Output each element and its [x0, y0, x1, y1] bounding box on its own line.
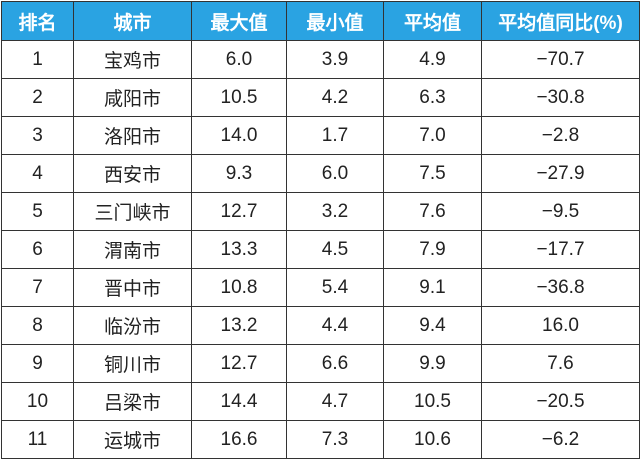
- table-cell: 5: [1, 192, 74, 231]
- table-row: 7 晋中市 10.8 5.4 9.1 −36.8: [1, 268, 640, 307]
- table-cell: −6.2: [481, 420, 640, 459]
- table-cell: 6.6: [286, 344, 384, 383]
- table-cell: 14.0: [191, 116, 287, 155]
- table-cell: 6.0: [191, 40, 287, 79]
- table-row: 8 临汾市 13.2 4.4 9.4 16.0: [1, 306, 640, 345]
- table-cell: −20.5: [481, 382, 640, 421]
- table-cell: 6.3: [383, 78, 482, 117]
- table-cell: 7.9: [383, 230, 482, 269]
- table-cell: 4: [1, 154, 74, 193]
- table-cell: 7.3: [286, 420, 384, 459]
- table-cell: −27.9: [481, 154, 640, 193]
- table-row: 3 洛阳市 14.0 1.7 7.0 −2.8: [1, 116, 640, 155]
- table-cell: 7.0: [383, 116, 482, 155]
- table-cell: 11: [1, 420, 74, 459]
- table-cell: 3: [1, 116, 74, 155]
- table-cell: 1: [1, 40, 74, 79]
- table-body: 1 宝鸡市 6.0 3.9 4.9 −70.7 2 咸阳市 10.5 4.2 6.3 −30.8 3 洛阳…: [1, 40, 640, 459]
- table-cell: 临汾市: [73, 306, 192, 345]
- table-cell: 7.5: [383, 154, 482, 193]
- table-row: 4 西安市 9.3 6.0 7.5 −27.9: [1, 154, 640, 193]
- table-cell: 14.4: [191, 382, 287, 421]
- header-cell: 平均值同比(%): [481, 1, 640, 41]
- header-cell: 最大值: [191, 1, 287, 41]
- table-cell: 9.9: [383, 344, 482, 383]
- table-cell: 16.6: [191, 420, 287, 459]
- table-cell: 2: [1, 78, 74, 117]
- table-cell: 9.3: [191, 154, 287, 193]
- table-cell: 3.2: [286, 192, 384, 231]
- header-row: 排名 城市 最大值 最小值 平均值 平均值同比(%): [1, 1, 640, 41]
- table-cell: 4.9: [383, 40, 482, 79]
- table-cell: −30.8: [481, 78, 640, 117]
- table-cell: 3.9: [286, 40, 384, 79]
- table-cell: −70.7: [481, 40, 640, 79]
- table-cell: 渭南市: [73, 230, 192, 269]
- table-cell: 13.3: [191, 230, 287, 269]
- table-row: 6 渭南市 13.3 4.5 7.9 −17.7: [1, 230, 640, 269]
- table-cell: 12.7: [191, 344, 287, 383]
- table-cell: 晋中市: [73, 268, 192, 307]
- table-cell: 宝鸡市: [73, 40, 192, 79]
- table-row: 5 三门峡市 12.7 3.2 7.6 −9.5: [1, 192, 640, 231]
- table-cell: −2.8: [481, 116, 640, 155]
- table-cell: 咸阳市: [73, 78, 192, 117]
- table-cell: 西安市: [73, 154, 192, 193]
- table-cell: −36.8: [481, 268, 640, 307]
- table-cell: −9.5: [481, 192, 640, 231]
- table-cell: 12.7: [191, 192, 287, 231]
- table-cell: 5.4: [286, 268, 384, 307]
- table-cell: 4.4: [286, 306, 384, 345]
- header-cell: 最小值: [286, 1, 384, 41]
- header-cell: 城市: [73, 1, 192, 41]
- table-cell: 运城市: [73, 420, 192, 459]
- table-cell: 13.2: [191, 306, 287, 345]
- table-cell: 7.6: [481, 344, 640, 383]
- header-cell: 平均值: [383, 1, 482, 41]
- table-row: 9 铜川市 12.7 6.6 9.9 7.6: [1, 344, 640, 383]
- table-cell: 1.7: [286, 116, 384, 155]
- table-cell: 三门峡市: [73, 192, 192, 231]
- table-cell: 10.5: [383, 382, 482, 421]
- table-row: 10 吕梁市 14.4 4.7 10.5 −20.5: [1, 382, 640, 421]
- table-cell: 6: [1, 230, 74, 269]
- table-cell: 4.2: [286, 78, 384, 117]
- table-cell: 7: [1, 268, 74, 307]
- table-cell: 8: [1, 306, 74, 345]
- table-cell: 10.5: [191, 78, 287, 117]
- table-cell: 4.7: [286, 382, 384, 421]
- table-cell: 洛阳市: [73, 116, 192, 155]
- table-row: 1 宝鸡市 6.0 3.9 4.9 −70.7: [1, 40, 640, 79]
- table-cell: 9: [1, 344, 74, 383]
- data-table: 排名 城市 最大值 最小值 平均值 平均值同比(%) 1 宝鸡市 6.0 3.9 4.9 −70.7…: [1, 1, 640, 459]
- header-cell: 排名: [1, 1, 74, 41]
- table-row: 11 运城市 16.6 7.3 10.6 −6.2: [1, 420, 640, 459]
- table-cell: 6.0: [286, 154, 384, 193]
- table-row: 2 咸阳市 10.5 4.2 6.3 −30.8: [1, 78, 640, 117]
- table-cell: 9.4: [383, 306, 482, 345]
- table-cell: 7.6: [383, 192, 482, 231]
- table-cell: 16.0: [481, 306, 640, 345]
- table-cell: −17.7: [481, 230, 640, 269]
- table-cell: 10: [1, 382, 74, 421]
- table-cell: 9.1: [383, 268, 482, 307]
- table-cell: 铜川市: [73, 344, 192, 383]
- table-cell: 4.5: [286, 230, 384, 269]
- table-cell: 10.6: [383, 420, 482, 459]
- table-cell: 吕梁市: [73, 382, 192, 421]
- table-cell: 10.8: [191, 268, 287, 307]
